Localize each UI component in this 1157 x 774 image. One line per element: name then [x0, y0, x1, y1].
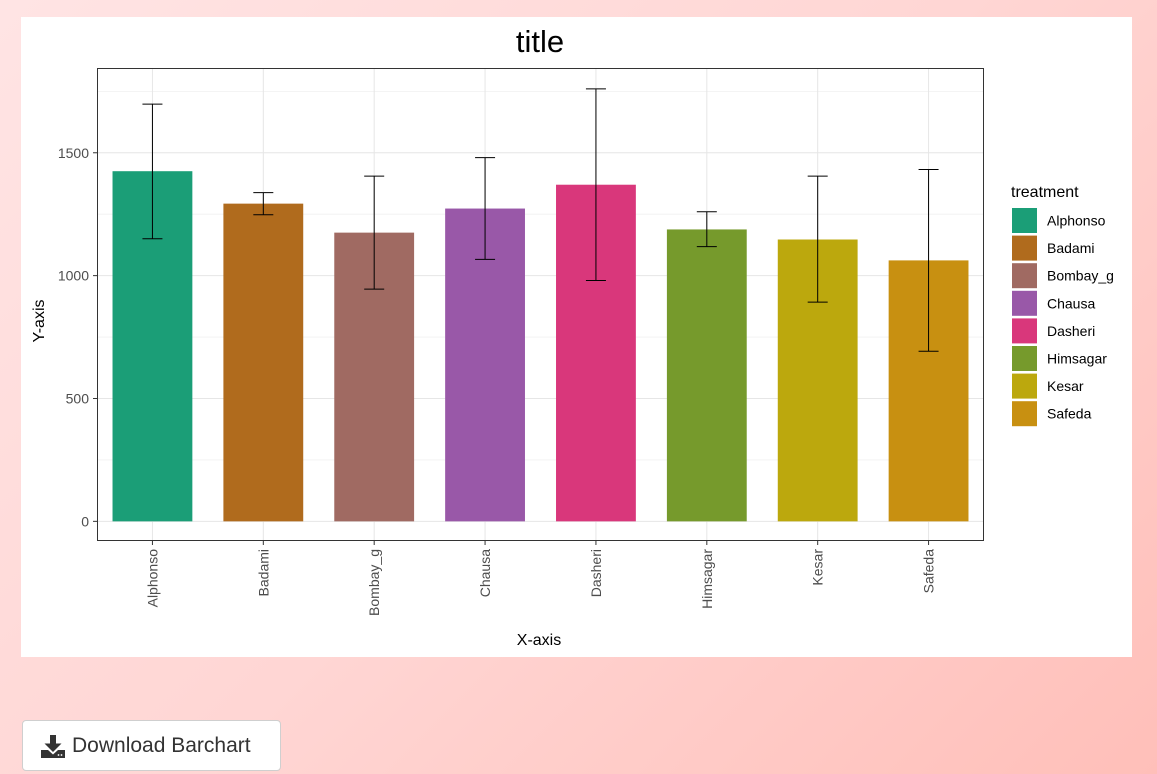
x-tick-label: Chausa — [477, 549, 493, 597]
legend-label-kesar: Kesar — [1047, 378, 1084, 394]
legend-label-himsagar: Himsagar — [1047, 351, 1107, 367]
legend-label-chausa: Chausa — [1047, 295, 1095, 311]
error-bar-dasheri — [585, 88, 606, 282]
bars — [112, 171, 969, 522]
bar-chausa — [445, 208, 525, 522]
legend-swatch-badami — [1012, 235, 1037, 261]
error-bar-alphonso — [142, 103, 163, 240]
barchart-svg: title 0 500 1000 1500 Alphonso Badami Bombay_g… — [31, 24, 1114, 649]
legend-label-badami: Badami — [1047, 240, 1094, 256]
error-bar-badami — [253, 192, 274, 216]
x-tick-label: Kesar — [810, 549, 826, 586]
barchart-plot: title 0 500 1000 1500 Alphonso Badami Bombay_g… — [21, 17, 1132, 657]
error-bar-kesar — [807, 175, 828, 303]
x-tick-label: Alphonso — [144, 549, 160, 608]
y-axis-title: Y-axis — [31, 300, 48, 343]
legend-label-safeda: Safeda — [1047, 406, 1092, 422]
x-tick-label: Bombay_g — [366, 549, 382, 616]
x-tick-label: Safeda — [921, 549, 937, 594]
error-bar-safeda — [918, 168, 939, 352]
legend-swatch-himsagar — [1012, 346, 1037, 371]
error-bar-chausa — [475, 157, 496, 260]
x-tick-label: Badami — [255, 549, 271, 596]
download-icon — [41, 734, 65, 758]
plot-panel-border — [97, 68, 984, 541]
legend-swatch-dasheri — [1012, 318, 1037, 344]
legend-swatch-alphonso — [1012, 208, 1037, 233]
bar-badami — [223, 203, 304, 522]
legend: treatment Alphonso Badami Bombay_g Chausa Da… — [1011, 184, 1114, 427]
error-bars — [142, 88, 939, 352]
legend-swatch-kesar — [1012, 373, 1037, 399]
legend-title: treatment — [1011, 184, 1079, 201]
error-bar-himsagar — [696, 211, 717, 248]
y-tick-label: 1500 — [58, 145, 89, 161]
download-button-label: Download Barchart — [72, 733, 251, 757]
x-tick-label: Dasheri — [588, 549, 604, 597]
legend-label-bombay_g: Bombay_g — [1047, 268, 1114, 284]
x-tick-label: Himsagar — [699, 549, 715, 609]
chart-title: title — [516, 24, 564, 59]
bar-himsagar — [666, 229, 747, 522]
legend-swatch-chausa — [1012, 290, 1037, 316]
x-axis-title: X-axis — [517, 632, 561, 649]
legend-label-alphonso: Alphonso — [1047, 213, 1106, 229]
error-bar-bombay_g — [364, 175, 385, 290]
legend-swatch-bombay_g — [1012, 263, 1037, 289]
y-tick-label: 1000 — [58, 268, 89, 284]
legend-swatch-safeda — [1012, 401, 1037, 427]
legend-label-dasheri: Dasheri — [1047, 323, 1095, 339]
y-tick-label: 500 — [66, 390, 90, 406]
download-barchart-button[interactable]: Download Barchart — [22, 720, 281, 771]
y-tick-label: 0 — [81, 513, 89, 529]
axes: 0 500 1000 1500 Alphonso Badami Bombay_g Chausa… — [58, 145, 937, 616]
